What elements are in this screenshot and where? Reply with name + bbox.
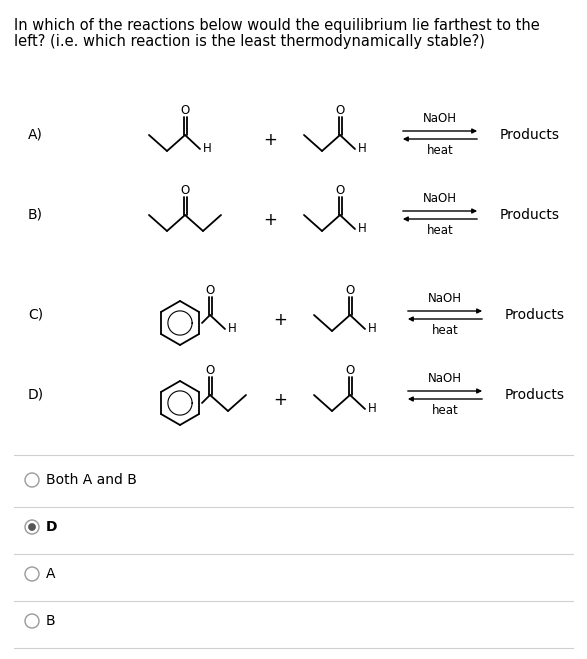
Text: H: H — [203, 142, 211, 156]
Text: O: O — [205, 364, 215, 376]
Text: heat: heat — [427, 144, 453, 158]
Text: O: O — [335, 103, 345, 117]
Text: NaOH: NaOH — [423, 192, 457, 206]
Text: +: + — [273, 311, 287, 329]
Text: In which of the reactions below would the equilibrium lie farthest to the: In which of the reactions below would th… — [14, 18, 540, 33]
Text: H: H — [367, 322, 376, 335]
Text: heat: heat — [427, 225, 453, 237]
Text: +: + — [273, 391, 287, 409]
Text: H: H — [357, 223, 366, 235]
Text: B): B) — [28, 208, 43, 222]
Text: H: H — [228, 322, 237, 335]
Text: Products: Products — [500, 208, 560, 222]
Text: H: H — [357, 142, 366, 156]
Text: O: O — [335, 183, 345, 196]
Text: Products: Products — [505, 308, 565, 322]
Text: Products: Products — [505, 388, 565, 402]
Text: H: H — [367, 403, 376, 416]
Text: NaOH: NaOH — [428, 293, 462, 306]
Text: heat: heat — [431, 405, 458, 418]
Text: O: O — [345, 283, 355, 297]
Text: +: + — [263, 211, 277, 229]
Text: C): C) — [28, 308, 43, 322]
Text: A: A — [46, 567, 56, 581]
Text: NaOH: NaOH — [428, 372, 462, 386]
Text: D): D) — [28, 388, 44, 402]
Text: NaOH: NaOH — [423, 113, 457, 125]
Text: D: D — [46, 520, 58, 534]
Text: O: O — [205, 283, 215, 297]
Text: Products: Products — [500, 128, 560, 142]
Text: O: O — [345, 364, 355, 376]
Text: B: B — [46, 614, 56, 628]
Text: O: O — [180, 103, 190, 117]
Text: A): A) — [28, 128, 43, 142]
Circle shape — [29, 523, 35, 530]
Text: left? (i.e. which reaction is the least thermodynamically stable?): left? (i.e. which reaction is the least … — [14, 34, 485, 49]
Text: +: + — [263, 131, 277, 149]
Text: O: O — [180, 183, 190, 196]
Text: heat: heat — [431, 324, 458, 337]
Text: Both A and B: Both A and B — [46, 473, 137, 487]
